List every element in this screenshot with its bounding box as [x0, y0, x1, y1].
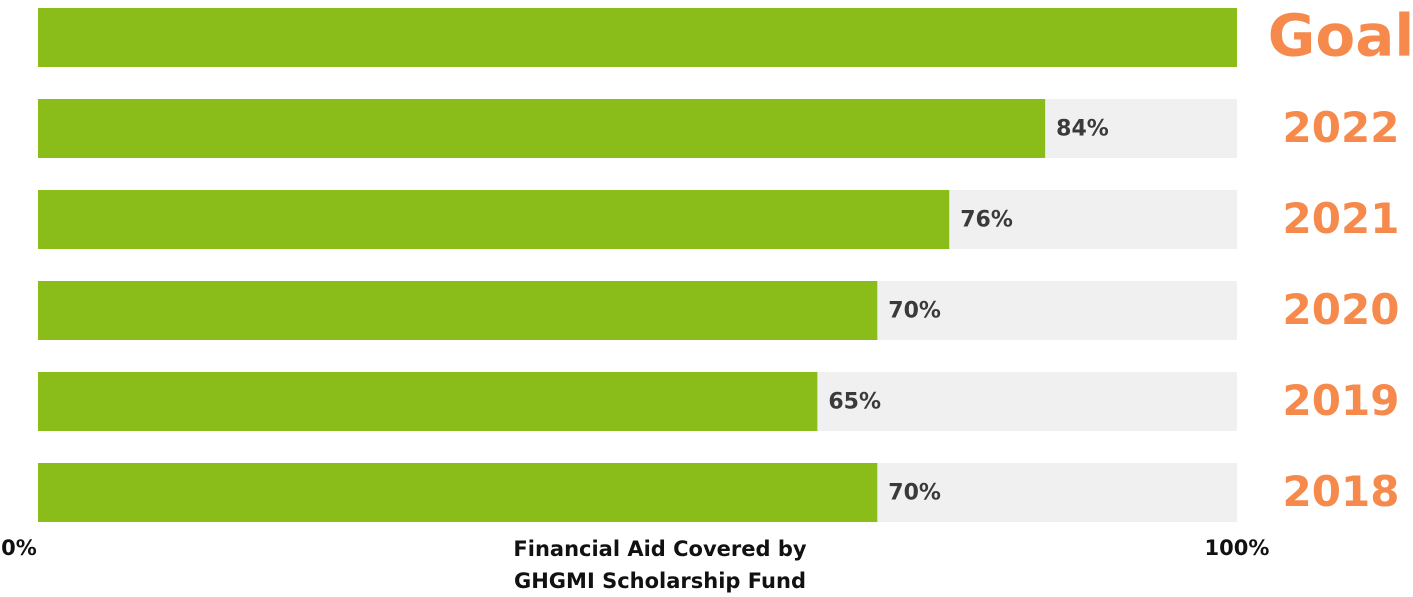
value-label: 84%	[1056, 117, 1109, 142]
bar	[38, 372, 818, 431]
x-axis-label: Financial Aid Covered by GHGMI Scholarsh…	[513, 537, 807, 593]
value-label: 70%	[888, 481, 941, 506]
bar	[38, 8, 1237, 67]
category-label: 2019	[1283, 376, 1400, 425]
category-label: 2022	[1283, 103, 1400, 152]
bar	[38, 463, 878, 522]
category-label: 2020	[1283, 285, 1400, 334]
bar	[38, 190, 950, 249]
value-label: 76%	[960, 208, 1013, 233]
x-tick-label: 100%	[1205, 536, 1270, 560]
bar	[38, 99, 1046, 158]
bar	[38, 281, 878, 340]
value-label: 70%	[888, 299, 941, 324]
value-label: 65%	[828, 390, 881, 415]
category-label: 2018	[1283, 467, 1400, 516]
x-tick-label: 0%	[1, 536, 37, 560]
category-label: 2021	[1283, 194, 1400, 243]
category-label: Goal	[1268, 2, 1413, 70]
